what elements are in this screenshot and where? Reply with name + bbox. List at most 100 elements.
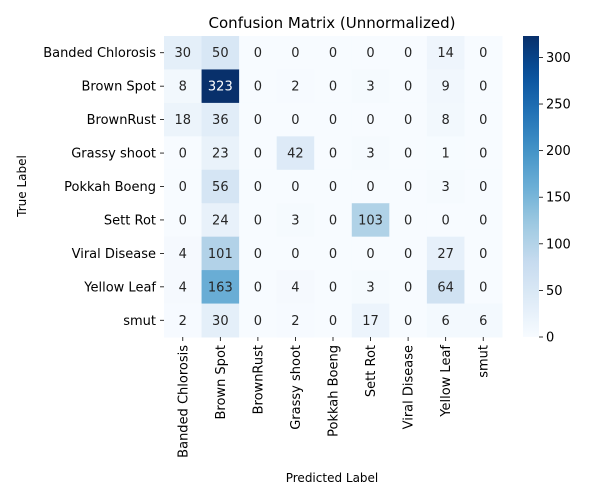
heatmap-cell: [201, 303, 240, 338]
heatmap-cell: [464, 303, 503, 338]
heatmap-cell: [426, 136, 465, 171]
heatmap-cell: [276, 303, 315, 338]
cell-value-label: 14: [437, 46, 454, 61]
cell-value-label: 3: [366, 280, 374, 295]
colorbar-tick-label: 100: [546, 237, 571, 252]
cell-value-label: 0: [366, 113, 374, 128]
cell-value-label: 0: [254, 46, 262, 61]
heatmap-cell: [389, 36, 428, 70]
cell-value-label: 8: [442, 113, 450, 128]
column-tick-label: smut: [477, 345, 492, 378]
heatmap-cell: [239, 303, 278, 338]
cell-value-label: 0: [329, 247, 337, 262]
heatmap-cell: [164, 303, 203, 338]
heatmap-cell: [464, 203, 503, 238]
cell-value-label: 0: [404, 80, 412, 95]
column-tick-label: Sett Rot: [364, 345, 379, 397]
cell-value-label: 0: [179, 213, 187, 228]
heatmap-cell: [351, 102, 390, 137]
chart-title: Confusion Matrix (Unnormalized): [209, 14, 456, 32]
heatmap-cell: [389, 203, 428, 238]
cell-value-label: 0: [179, 147, 187, 162]
column-tick-label: Banded Chlorosis: [176, 345, 191, 458]
heatmap-cell: [351, 69, 390, 104]
cell-value-label: 23: [212, 147, 229, 162]
heatmap-cell: [201, 270, 240, 305]
row-tick-label: Pokkah Boeng: [64, 180, 156, 195]
heatmap-cell: [164, 270, 203, 305]
cell-value-label: 103: [358, 213, 383, 228]
heatmap-cell: [239, 136, 278, 171]
heatmap-cell: [201, 36, 240, 70]
heatmap-cell: [314, 236, 353, 271]
heatmap-cell: [239, 36, 278, 70]
heatmap-cell: [426, 270, 465, 305]
cell-value-label: 0: [329, 280, 337, 295]
cell-value-label: 323: [208, 80, 233, 95]
heatmap-cell: [464, 36, 503, 70]
heatmap-cell: [389, 136, 428, 171]
column-tick-label: Viral Disease: [402, 345, 417, 429]
cell-value-label: 3: [366, 80, 374, 95]
heatmap-cell: [276, 270, 315, 305]
column-tick-label: BrownRust: [251, 345, 266, 414]
column-tick-label: Brown Spot: [214, 345, 229, 420]
colorbar-tick-label: 200: [546, 144, 571, 159]
heatmap-cell: [164, 36, 203, 70]
heatmap-cell: [314, 270, 353, 305]
cell-value-label: 0: [404, 247, 412, 262]
cell-value-label: 0: [254, 280, 262, 295]
heatmap-cell: [314, 303, 353, 338]
heatmap-cell: [426, 203, 465, 238]
cell-value-label: 27: [437, 247, 454, 262]
cell-value-label: 0: [404, 147, 412, 162]
cell-value-label: 4: [179, 280, 187, 295]
heatmap-cell: [314, 136, 353, 171]
heatmap-cell: [314, 69, 353, 104]
heatmap-cell: [389, 236, 428, 271]
cell-value-label: 0: [329, 113, 337, 128]
heatmap-cell: [276, 102, 315, 137]
heatmap-cell: [164, 236, 203, 271]
cell-value-label: 0: [479, 280, 487, 295]
heatmap-cell: [201, 169, 240, 204]
row-tick-label: Sett Rot: [104, 213, 156, 228]
row-tick-label: Viral Disease: [72, 247, 156, 262]
cell-value-label: 0: [366, 46, 374, 61]
cell-value-label: 1: [442, 147, 450, 162]
heatmap-cell: [426, 36, 465, 70]
heatmap-cell: [389, 303, 428, 338]
heatmap-cell: [276, 203, 315, 238]
cell-value-label: 4: [291, 280, 299, 295]
heatmap-cell: [389, 270, 428, 305]
row-tick-label: Yellow Leaf: [83, 280, 156, 295]
heatmap-cell: [389, 102, 428, 137]
cell-value-label: 0: [254, 314, 262, 329]
cell-value-label: 42: [287, 147, 304, 162]
cell-value-label: 0: [291, 46, 299, 61]
cell-value-label: 0: [479, 213, 487, 228]
cell-value-label: 6: [479, 314, 487, 329]
heatmap-cell: [164, 203, 203, 238]
heatmap-cell: [464, 169, 503, 204]
heatmap-cell: [201, 236, 240, 271]
cell-value-label: 0: [442, 213, 450, 228]
cell-value-label: 50: [212, 46, 229, 61]
cell-value-label: 30: [212, 314, 229, 329]
cell-value-label: 101: [208, 247, 233, 262]
cell-value-label: 0: [329, 80, 337, 95]
cell-value-label: 3: [442, 180, 450, 195]
cell-value-label: 0: [179, 180, 187, 195]
cell-value-label: 0: [329, 213, 337, 228]
heatmap-cell: [164, 69, 203, 104]
heatmap-cell: [351, 236, 390, 271]
cell-value-label: 30: [175, 46, 192, 61]
cell-value-label: 17: [362, 314, 379, 329]
heatmap-cell: [314, 102, 353, 137]
cell-value-label: 0: [479, 46, 487, 61]
cell-value-label: 2: [291, 80, 299, 95]
cell-value-label: 0: [254, 213, 262, 228]
heatmap-cell: [426, 69, 465, 104]
cell-value-label: 0: [404, 280, 412, 295]
heatmap-cell: [426, 236, 465, 271]
